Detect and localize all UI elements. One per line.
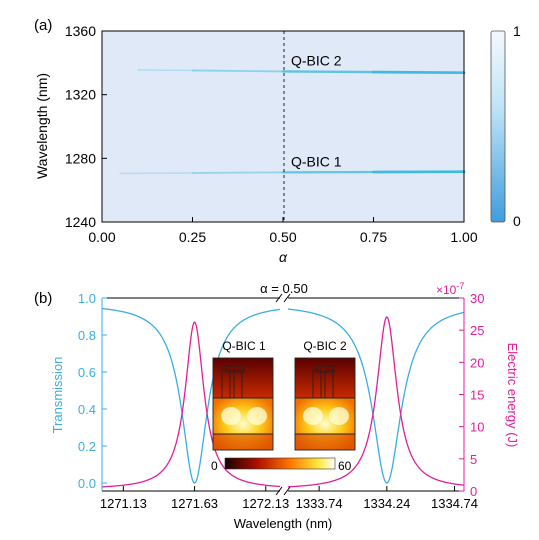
inset-qbic-1: Q-BIC 1	[213, 339, 273, 450]
panel-a-ytick-label: 1240	[65, 214, 96, 230]
mode-line-segment	[283, 71, 374, 72]
inset-1-hotspot-right	[247, 407, 267, 425]
inset-2-label: Q-BIC 2	[303, 339, 347, 353]
colorbar-max-label: 1	[513, 23, 521, 39]
panel-b-ylabel-right: Electric energy (J)	[505, 343, 520, 448]
panel-b-xtick-label: 1272.13	[242, 496, 289, 511]
inset-2-hotspot-left	[303, 407, 323, 425]
panel-a-xtick-label: 0.75	[360, 229, 387, 245]
panel-a-xtick-label: 1.00	[450, 229, 477, 245]
mode-line-segment	[193, 172, 284, 173]
panel-b-left-tick-label: 0.4	[78, 402, 96, 417]
transmission-curve	[102, 309, 464, 483]
panel-b-xtick-label: 1271.63	[171, 496, 218, 511]
panel-b-xtick-label: 1271.13	[100, 496, 147, 511]
panel-a-xtick-label: 0.00	[88, 229, 115, 245]
panel-a-ytick-label: 1280	[65, 150, 96, 166]
panel-b-right-tick-label: 15	[470, 388, 484, 403]
inset-1-substrate	[213, 434, 273, 450]
mode-line-segment	[193, 70, 284, 71]
panel-b-right-tick-label: 0	[470, 484, 477, 499]
inset-colorbar	[225, 458, 335, 469]
panel-b-right-tick-label: 5	[470, 452, 477, 467]
panel-b-left-tick-label: 0.6	[78, 365, 96, 380]
panel-a-ytick-label: 1360	[65, 23, 96, 39]
inset-1-label: Q-BIC 1	[222, 339, 266, 353]
inset-2-substrate	[295, 434, 355, 450]
panel-b-left-tick-label: 0.2	[78, 439, 96, 454]
panel-b-right-tick-label: 10	[470, 420, 484, 435]
inset-1-hotspot-left	[221, 407, 241, 425]
colorbar-min-label: 0	[513, 213, 521, 229]
panel-a-xlabel: α	[279, 249, 288, 265]
right-axis-multiplier: ×10-7	[436, 281, 464, 297]
panel-a-ytick-label: 1320	[65, 87, 96, 103]
panel-b-left-tick-label: 0.0	[78, 476, 96, 491]
panel-b-label: (b)	[34, 290, 52, 307]
panel-a-ylabel: Wavelength (nm)	[34, 73, 50, 179]
panel-b-title: α = 0.50	[260, 281, 308, 296]
panel-b-xlabel: Wavelength (nm)	[234, 516, 333, 531]
panel-b-xtick-label: 1333.74	[296, 496, 343, 511]
panel-b-left-tick-label: 1.0	[78, 291, 96, 306]
panel-b-left-tick-label: 0.8	[78, 328, 96, 343]
annotation-2: Q-BIC 2	[291, 52, 342, 68]
panel-a-label: (a)	[34, 17, 52, 34]
panel-b-xtick-label: 1334.24	[363, 496, 410, 511]
inset-colorbar-min: 0	[211, 459, 218, 473]
inset-2-hotspot-right	[329, 407, 349, 425]
annotation-1: Q-BIC 1	[291, 153, 342, 169]
panel-b-right-tick-label: 25	[470, 323, 484, 338]
panel-b-ylabel-left: Transmission	[50, 357, 65, 434]
heatmap-area	[102, 31, 464, 222]
multiplier-exponent: -7	[456, 281, 464, 291]
panel-a-xtick-label: 0.25	[179, 229, 206, 245]
panel-b-right-tick-label: 20	[470, 355, 484, 370]
panel-a-xtick-label: 0.50	[269, 229, 296, 245]
colorbar	[491, 31, 505, 222]
panel-b-right-tick-label: 30	[470, 291, 484, 306]
inset-colorbar-max: 60	[338, 459, 352, 473]
multiplier-base: ×10	[436, 283, 457, 297]
inset-qbic-2: Q-BIC 2	[295, 339, 355, 450]
mode-line-segment	[374, 72, 465, 73]
